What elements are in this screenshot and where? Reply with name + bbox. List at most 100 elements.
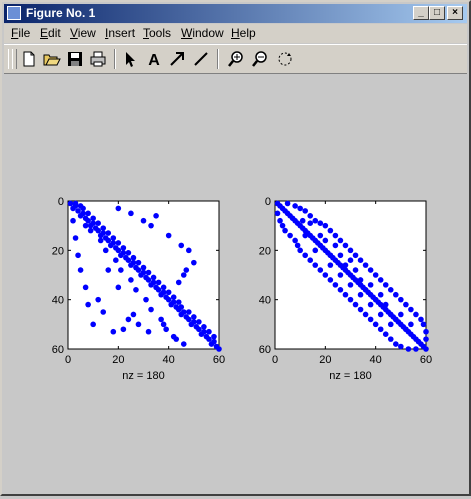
menu-tools-label: ools [149,26,172,40]
new-file-icon[interactable] [19,49,39,69]
matlab-figure-icon [7,6,21,20]
data-point [393,316,399,323]
data-point [120,326,127,333]
toolbar-grip-2[interactable] [12,49,17,69]
data-point [85,217,91,224]
data-point [382,282,389,288]
zoom-out-icon[interactable] [250,49,270,69]
data-point [292,203,298,209]
menu-window-key: W [181,26,193,40]
data-point [130,259,137,266]
data-point [191,259,197,266]
data-point [423,328,429,335]
data-point [153,213,159,219]
data-point [322,222,329,229]
print-icon[interactable] [88,49,108,69]
save-icon[interactable] [65,49,85,69]
insert-line-icon[interactable] [191,49,211,69]
data-point [337,237,344,244]
data-point [67,200,74,207]
select-arrow-icon[interactable] [120,49,140,69]
data-point [282,227,288,234]
data-point [382,331,389,338]
menu-edit[interactable]: Edit [40,26,61,40]
data-point [377,277,384,283]
data-point [165,289,172,296]
menu-file[interactable]: File [11,26,30,40]
menu-bar: File Edit View Insert Tools Window Help [4,24,467,43]
zoom-in-icon[interactable] [226,49,246,69]
rotate-icon[interactable] [275,49,295,69]
data-point [337,272,344,278]
data-point [292,237,298,244]
x-tick-label: 60 [420,354,432,366]
data-point [72,235,79,241]
data-point [100,225,107,231]
data-point [150,279,157,286]
y-tick-label: 40 [52,295,64,307]
title-bar[interactable]: Figure No. 1 _ □ × [4,4,467,23]
menu-file-label: ile [18,26,31,40]
data-point [125,316,132,323]
menu-tools[interactable]: Tools [143,26,171,40]
x-tick-label: 20 [112,354,124,366]
menu-edit-key: E [40,26,49,40]
data-point [332,232,339,239]
data-point [347,247,354,254]
data-point [367,267,374,273]
x-tick-label: 0 [272,354,278,366]
data-point [133,287,139,293]
data-point [87,227,94,234]
data-point [327,262,334,268]
insert-text-icon[interactable]: A [144,49,164,69]
data-point [170,299,177,305]
menu-view-key: V [70,26,78,40]
open-folder-icon[interactable] [42,49,62,69]
menu-view[interactable]: View [70,26,96,40]
data-point [332,242,339,249]
y-tick-label: 20 [259,245,271,257]
data-point [158,316,164,323]
x-tick-label: 40 [370,354,382,366]
data-point [75,208,81,214]
data-point [347,282,354,288]
data-point [145,328,152,335]
data-point [372,296,379,303]
data-point [398,343,404,350]
data-point [347,257,354,263]
data-point [160,321,167,328]
data-point [393,291,399,298]
data-point [382,301,389,308]
menu-help[interactable]: Help [231,26,256,40]
data-point [423,346,429,352]
data-point [357,291,364,298]
data-point [377,326,384,333]
menu-help-label: elp [239,26,256,40]
menu-window[interactable]: Window [181,26,224,40]
data-point [143,296,149,303]
insert-arrow-icon[interactable] [167,49,187,69]
menu-insert[interactable]: Insert [105,26,135,40]
data-point [196,319,202,325]
close-button[interactable]: × [447,6,463,20]
data-point [211,338,217,345]
data-point [279,222,286,229]
data-point [90,215,96,222]
data-point [302,232,309,239]
data-point [180,272,187,278]
data-point [186,309,192,315]
data-point [377,311,384,318]
figure-canvas: 0 20 40 60 0 20 40 60 nz = 180 0 20 40 60 0 20 40 60 nz =… [4,74,467,494]
data-point [362,311,369,318]
data-point [362,287,369,293]
data-point [90,321,96,328]
data-point [115,240,122,246]
data-point [186,316,192,323]
data-point [155,287,162,293]
minimize-button[interactable]: _ [413,6,429,20]
data-point [82,284,89,291]
data-point [145,277,152,283]
data-point [70,217,76,224]
maximize-button[interactable]: □ [429,6,445,20]
